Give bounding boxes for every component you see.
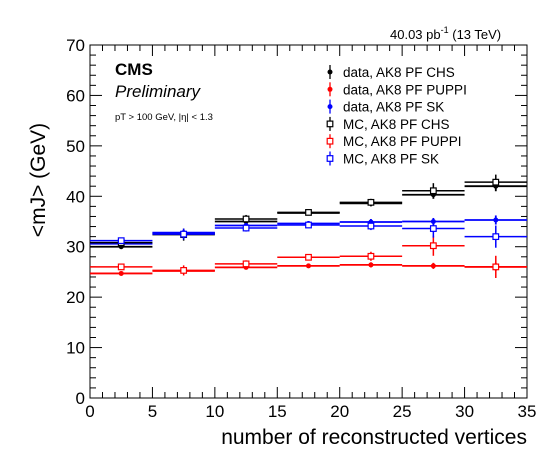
data-point xyxy=(430,263,436,269)
x-tick-label: 25 xyxy=(393,402,412,421)
data-point xyxy=(429,187,437,195)
x-axis-label: number of reconstructed vertices xyxy=(221,426,527,449)
y-tick-label: 70 xyxy=(66,36,85,55)
y-tick-label: 30 xyxy=(66,238,85,257)
y-tick-label: 10 xyxy=(66,339,85,358)
legend-label: data, AK8 PF PUPPI xyxy=(343,82,467,97)
y-tick-label: 40 xyxy=(66,187,85,206)
legend-marker xyxy=(326,120,334,128)
data-point xyxy=(242,260,250,268)
series-4 xyxy=(90,235,527,278)
data-point xyxy=(492,263,500,271)
y-tick-label: 0 xyxy=(76,389,85,408)
data-point xyxy=(368,262,374,268)
legend-marker xyxy=(327,86,333,92)
legend-entry: data, AK8 PF PUPPI xyxy=(327,82,467,97)
data-point xyxy=(305,221,312,229)
legend-entry: data, AK8 PF SK xyxy=(327,99,444,115)
x-tick-label: 30 xyxy=(455,402,474,421)
y-axis-label: <mJ> (GeV) xyxy=(27,123,50,237)
data-point xyxy=(367,252,375,260)
legend-entry: data, AK8 PF CHS xyxy=(327,65,455,80)
plot-frame xyxy=(89,44,528,399)
legend-entry: MC, AK8 PF CHS xyxy=(326,117,450,132)
data-point xyxy=(429,242,437,250)
cms-label: CMS xyxy=(115,60,153,79)
legend-marker xyxy=(326,137,334,145)
legend: data, AK8 PF CHS data, AK8 PF PUPPI data, … xyxy=(326,65,467,167)
legend-entry: MC, AK8 PF SK xyxy=(326,151,439,167)
data-series xyxy=(90,174,527,278)
x-tick-label: 20 xyxy=(330,402,349,421)
legend-label: data, AK8 PF SK xyxy=(343,100,444,115)
series-3 xyxy=(90,174,527,247)
data-point xyxy=(429,225,437,232)
legend-marker xyxy=(327,104,333,110)
legend-marker xyxy=(326,155,334,162)
data-point xyxy=(306,263,311,269)
x-tick-label: 10 xyxy=(205,402,224,421)
legend-label: MC, AK8 PF PUPPI xyxy=(343,134,462,149)
data-point xyxy=(118,270,124,276)
legend-label: data, AK8 PF CHS xyxy=(343,65,455,80)
data-point xyxy=(117,237,125,245)
x-tick-labels: 0 5 10 15 20 25 30 35 xyxy=(85,402,536,421)
data-point xyxy=(367,222,375,230)
data-point xyxy=(367,198,375,206)
y-tick-labels: 0 10 20 30 40 50 60 70 xyxy=(66,36,85,408)
data-point xyxy=(117,263,125,271)
series-2 xyxy=(90,215,527,247)
data-point xyxy=(305,209,312,216)
data-point xyxy=(492,178,500,186)
y-tick-label: 60 xyxy=(66,86,85,105)
legend-label: MC, AK8 PF SK xyxy=(343,152,439,167)
x-tick-label: 5 xyxy=(148,402,157,421)
selection-label: pT > 100 GeV, |η| < 1.3 xyxy=(115,112,213,123)
data-point xyxy=(492,233,500,241)
data-point xyxy=(305,253,312,261)
data-point xyxy=(493,217,499,223)
series-5 xyxy=(90,219,527,248)
x-tick-label: 15 xyxy=(268,402,287,421)
legend-entry: MC, AK8 PF PUPPI xyxy=(326,134,462,149)
x-tick-label: 35 xyxy=(518,402,537,421)
y-tick-label: 20 xyxy=(66,288,85,307)
data-point xyxy=(180,267,188,274)
data-point xyxy=(242,224,250,232)
legend-label: MC, AK8 PF CHS xyxy=(343,117,450,132)
x-tick-label: 0 xyxy=(85,402,94,421)
data-point xyxy=(242,215,250,223)
series-1 xyxy=(90,262,527,276)
luminosity-label: 40.03 pb-1 (13 TeV) xyxy=(390,25,501,42)
preliminary-label: Preliminary xyxy=(115,82,202,101)
y-tick-label: 50 xyxy=(66,137,85,156)
legend-marker xyxy=(327,69,333,75)
data-point xyxy=(180,230,188,238)
axis-ticks xyxy=(89,44,528,399)
